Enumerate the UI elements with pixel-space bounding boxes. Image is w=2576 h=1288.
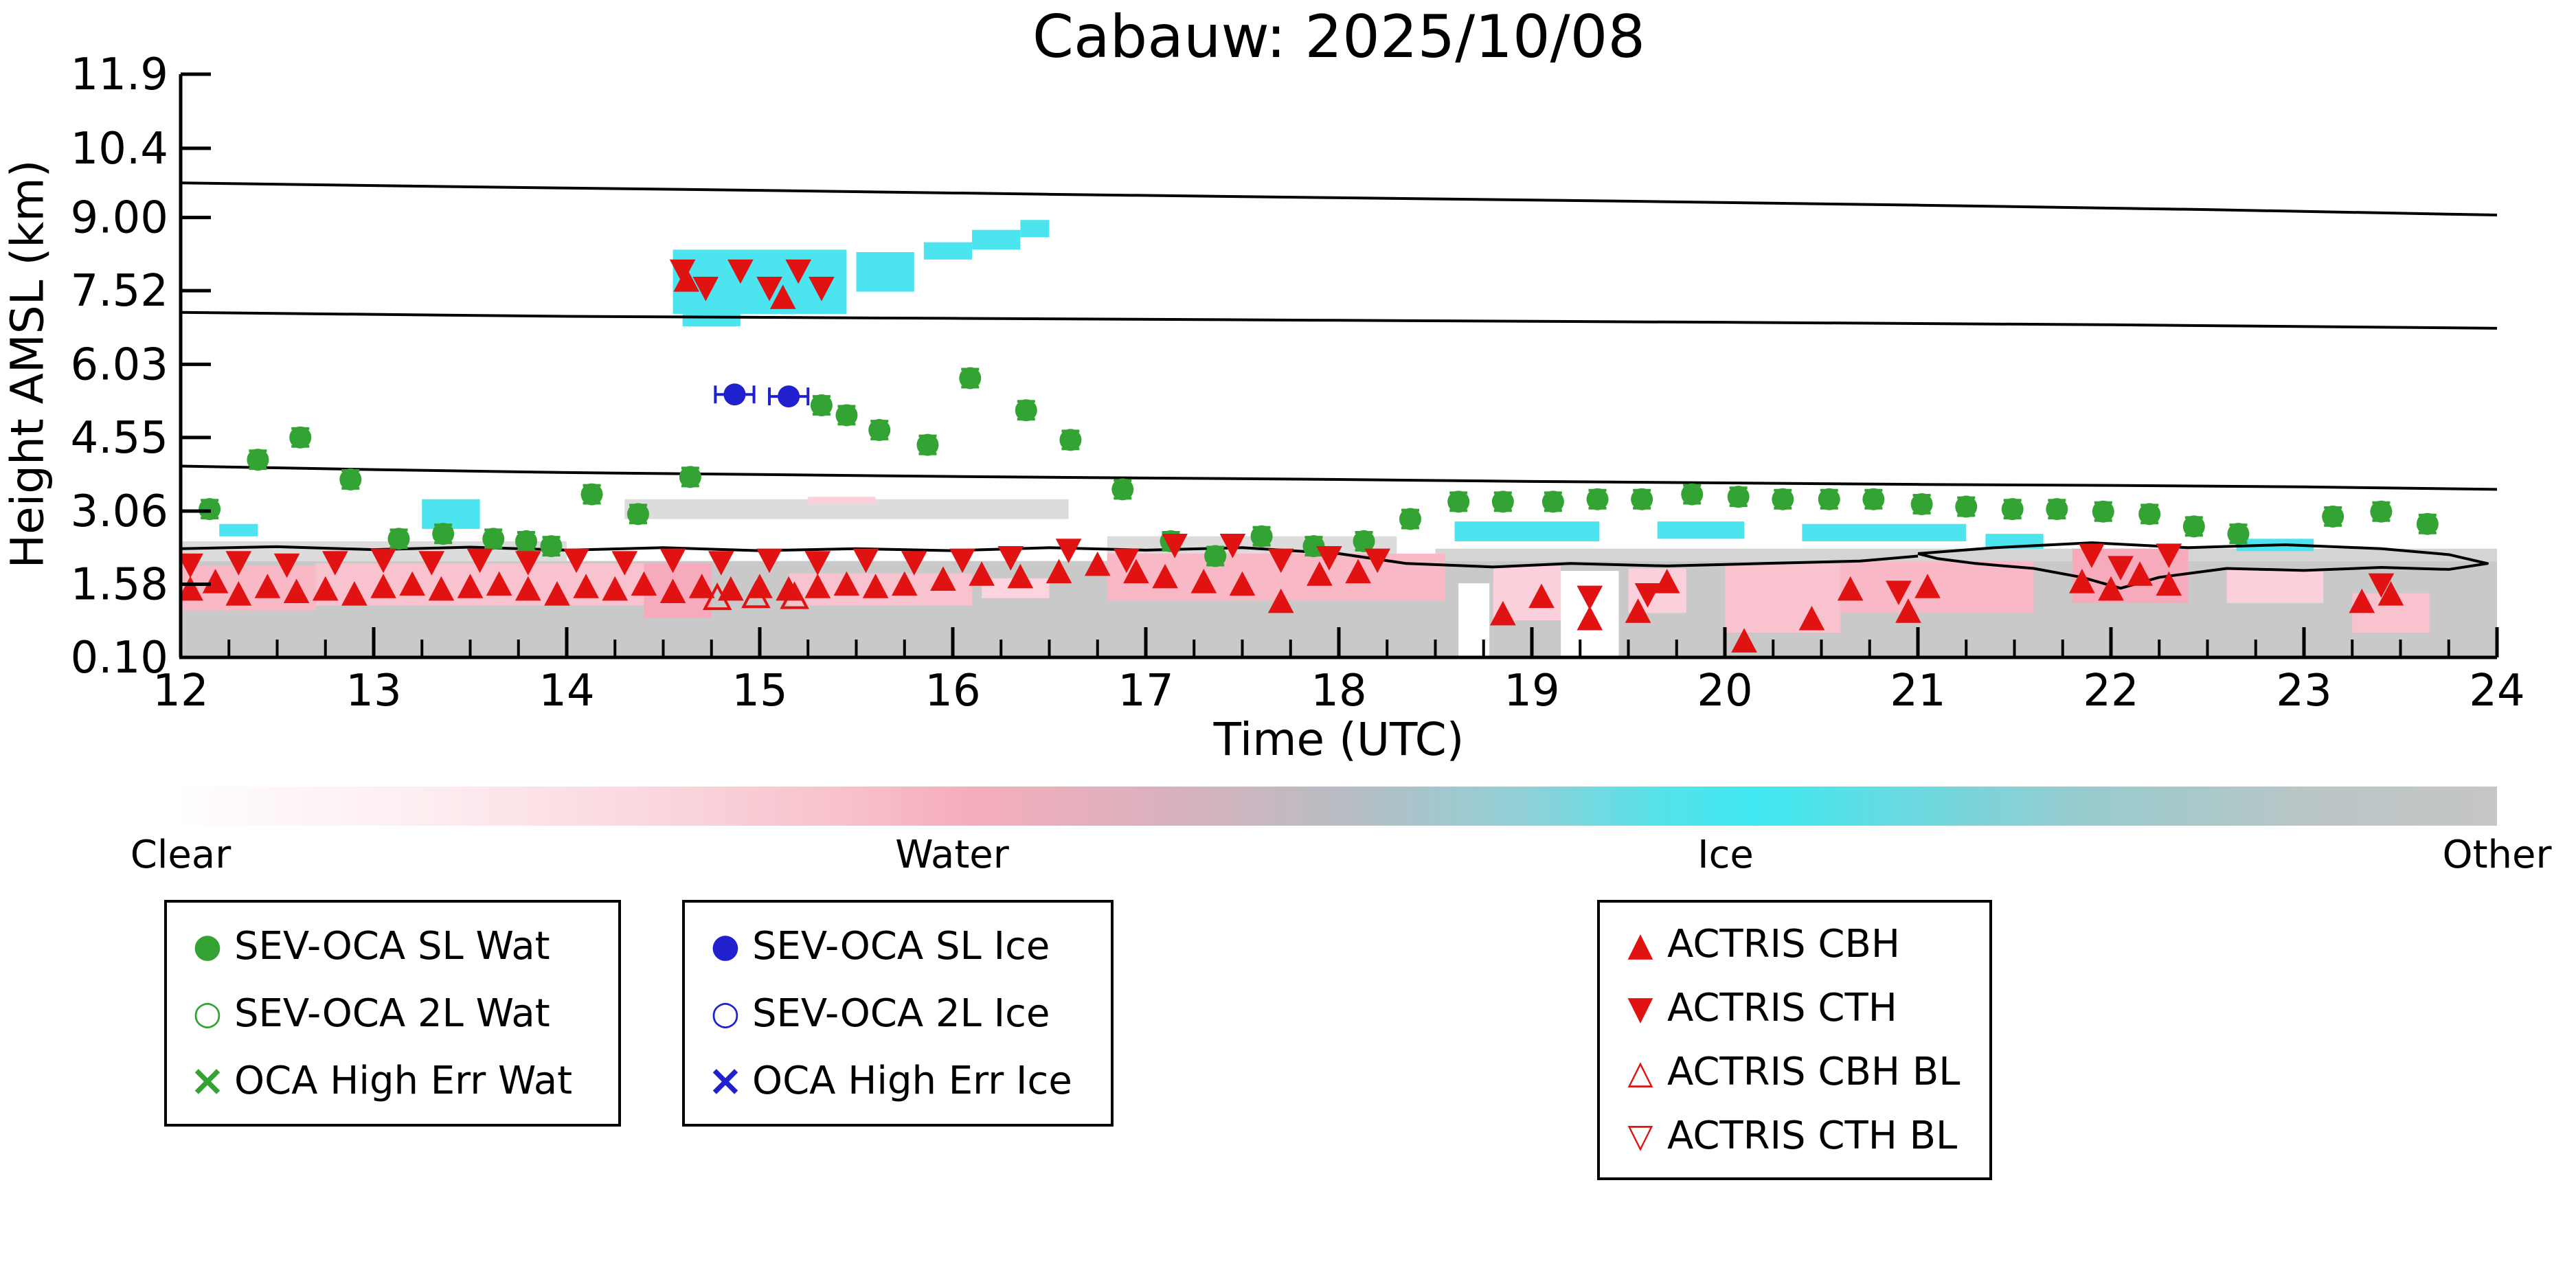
sev-oca-2l-wat-open-circle-icon: ○: [193, 994, 222, 1032]
actris-cth-bl-open-down-triangle-icon: ▽: [1627, 1116, 1653, 1155]
svg-text:1.58: 1.58: [71, 560, 169, 611]
svg-text:0.10: 0.10: [71, 633, 169, 683]
sev-oca-sl-ice-filled-circle-icon: ●: [711, 927, 740, 965]
legend-item-label: SEV-OCA SL Wat: [234, 923, 550, 969]
legend-box-actris: ▲ ACTRIS CBH ▼ ACTRIS CTH △ ACTRIS CBH B…: [1597, 900, 1992, 1180]
legend-box-ice: ● SEV-OCA SL Ice ○ SEV-OCA 2L Ice × OCA …: [682, 900, 1114, 1127]
svg-text:4.55: 4.55: [71, 413, 169, 464]
legend-item-cth: ▼ ACTRIS CTH: [1619, 986, 1970, 1030]
svg-text:10.4: 10.4: [71, 124, 169, 174]
colorbar-label-water: Water: [895, 833, 1009, 877]
x-axis-label: Time (UTC): [1213, 713, 1465, 766]
svg-text:19: 19: [1504, 666, 1559, 716]
colorbar-label-ice: Ice: [1697, 833, 1754, 877]
legend-item-label: ACTRIS CBH BL: [1667, 1050, 1961, 1094]
page-title: Cabauw: 2025/10/08: [1032, 3, 1646, 71]
legend-item-sl-wat: ● SEV-OCA SL Wat: [186, 924, 599, 969]
svg-text:6.03: 6.03: [71, 339, 169, 390]
classification-colorbar: [181, 787, 2497, 826]
legend-item-label: SEV-OCA 2L Wat: [234, 991, 550, 1036]
legend-item-label: SEV-OCA 2L Ice: [752, 991, 1050, 1036]
oca-higherr-wat-x-icon: ×: [190, 1055, 225, 1105]
legend-item-label: ACTRIS CTH BL: [1667, 1114, 1958, 1158]
actris-cbh-filled-up-triangle-icon: ▲: [1627, 925, 1653, 964]
legend-item-cbh-bl: △ ACTRIS CBH BL: [1619, 1050, 1970, 1094]
legend-item-label: SEV-OCA SL Ice: [752, 923, 1050, 969]
svg-text:3.06: 3.06: [71, 486, 169, 537]
legend-item-2l-ice: ○ SEV-OCA 2L Ice: [704, 991, 1092, 1036]
legend-item-sl-ice: ● SEV-OCA SL Ice: [704, 924, 1092, 969]
svg-text:20: 20: [1697, 666, 1752, 716]
sev-oca-sl-wat-filled-circle-icon: ●: [193, 927, 222, 965]
svg-text:15: 15: [732, 666, 787, 716]
svg-text:16: 16: [925, 666, 980, 716]
legend-item-label: ACTRIS CBH: [1667, 922, 1901, 967]
svg-text:13: 13: [346, 666, 401, 716]
colorbar-label-clear: Clear: [130, 833, 231, 877]
plot-area: 12 13 14 15 16 17 18 19 20 21 22 23 24 0.10 1.58 3.06 4.…: [71, 49, 2525, 716]
legend-item-label: ACTRIS CTH: [1667, 986, 1897, 1030]
svg-text:11.9: 11.9: [71, 49, 169, 100]
legend-box-water: ● SEV-OCA SL Wat ○ SEV-OCA 2L Wat × OCA …: [164, 900, 621, 1127]
legend-item-label: OCA High Err Ice: [752, 1058, 1072, 1103]
actris-cth-filled-down-triangle-icon: ▼: [1627, 988, 1653, 1028]
legend-item-label: OCA High Err Wat: [234, 1058, 573, 1103]
legend-item-cbh: ▲ ACTRIS CBH: [1619, 922, 1970, 967]
legend-item-higherr-wat: × OCA High Err Wat: [186, 1059, 599, 1103]
svg-text:7.52: 7.52: [71, 266, 169, 317]
legend-item-2l-wat: ○ SEV-OCA 2L Wat: [186, 991, 599, 1036]
svg-text:14: 14: [539, 666, 594, 716]
svg-text:21: 21: [1890, 666, 1945, 716]
svg-text:12: 12: [152, 666, 208, 716]
svg-text:9.00: 9.00: [71, 193, 169, 244]
svg-text:24: 24: [2469, 666, 2524, 716]
legend-item-cth-bl: ▽ ACTRIS CTH BL: [1619, 1114, 1970, 1158]
svg-text:18: 18: [1311, 666, 1366, 716]
svg-text:23: 23: [2276, 666, 2331, 716]
sev-oca-2l-ice-open-circle-icon: ○: [711, 994, 740, 1032]
svg-text:22: 22: [2083, 666, 2138, 716]
svg-text:17: 17: [1118, 666, 1173, 716]
legend-item-higherr-ice: × OCA High Err Ice: [704, 1059, 1092, 1103]
colorbar-label-other: Other: [2442, 833, 2552, 877]
actris-cbh-bl-open-up-triangle-icon: △: [1627, 1052, 1653, 1092]
oca-higherr-ice-x-icon: ×: [708, 1055, 743, 1105]
